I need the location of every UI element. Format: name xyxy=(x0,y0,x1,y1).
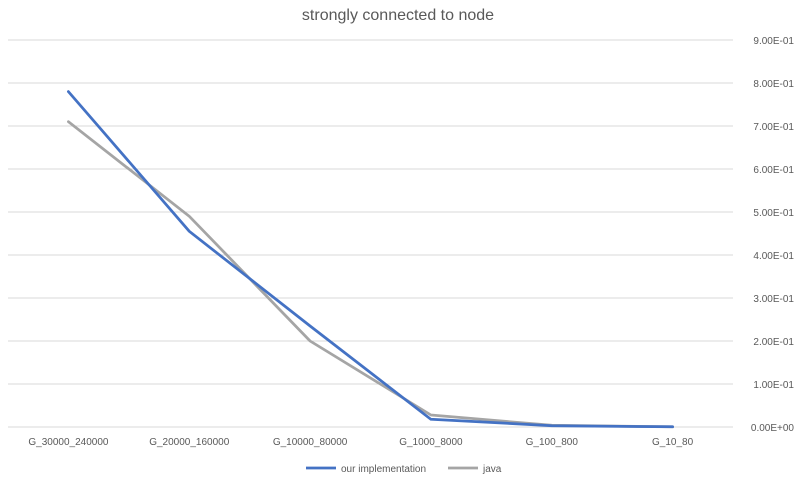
chart-title: strongly connected to node xyxy=(302,7,494,24)
series-line xyxy=(67,120,674,429)
x-tick-label: G_20000_160000 xyxy=(149,437,230,448)
x-tick-label: G_10_80 xyxy=(652,437,694,448)
y-tick-label: 3.00E-01 xyxy=(753,294,794,305)
gridlines xyxy=(8,39,733,428)
y-tick-label: 8.00E-01 xyxy=(753,79,794,90)
legend-label: java xyxy=(482,464,502,475)
series-lines xyxy=(67,90,674,429)
legend-label: our implementation xyxy=(341,464,426,475)
y-axis-ticks: 0.00E+00 1.00E-01 2.00E-01 3.00E-01 4.00E-01… xyxy=(751,36,795,434)
y-tick-label: 4.00E-01 xyxy=(753,251,794,262)
y-tick-label: 2.00E-01 xyxy=(753,337,794,348)
y-tick-label: 1.00E-01 xyxy=(753,380,794,391)
x-axis-ticks: G_30000_240000 G_20000_160000 G_10000_8000… xyxy=(28,437,693,448)
series-line xyxy=(67,90,674,429)
y-tick-label: 6.00E-01 xyxy=(753,165,794,176)
x-tick-label: G_10000_80000 xyxy=(273,437,348,448)
y-tick-label: 0.00E+00 xyxy=(751,423,795,434)
x-tick-label: G_100_800 xyxy=(526,437,579,448)
legend: our implementation java xyxy=(306,464,502,475)
y-tick-label: 7.00E-01 xyxy=(753,122,794,133)
y-tick-label: 9.00E-01 xyxy=(753,36,794,47)
x-tick-label: G_30000_240000 xyxy=(28,437,109,448)
x-tick-label: G_1000_8000 xyxy=(399,437,463,448)
y-tick-label: 5.00E-01 xyxy=(753,208,794,219)
